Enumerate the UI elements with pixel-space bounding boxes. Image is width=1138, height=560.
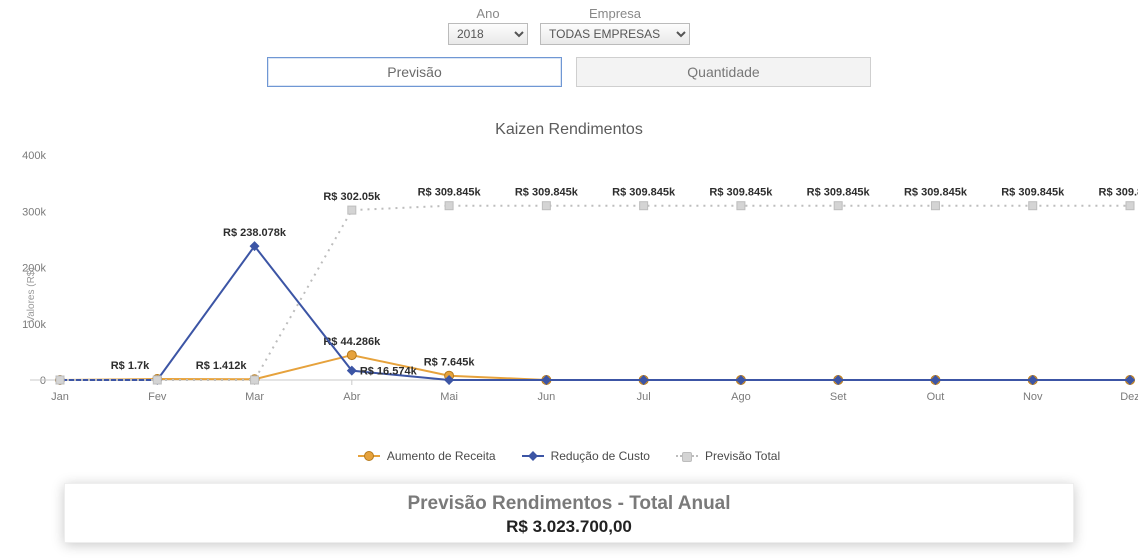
legend-item-reducao: Redução de Custo xyxy=(522,449,650,463)
tab-quantidade-label: Quantidade xyxy=(687,64,759,80)
svg-text:Nov: Nov xyxy=(1023,391,1043,403)
svg-text:Fev: Fev xyxy=(148,391,167,403)
svg-text:Jul: Jul xyxy=(637,391,651,403)
filter-year: Ano 2018 xyxy=(448,6,528,45)
summary-value: R$ 3.023.700,00 xyxy=(64,517,1074,537)
legend-swatch-grey xyxy=(676,455,698,457)
svg-text:R$ 309.845k: R$ 309.845k xyxy=(709,187,773,199)
svg-text:Ago: Ago xyxy=(731,391,751,403)
chart-container: Valores (R$) 0100k200k300k400kJanFevMarA… xyxy=(0,145,1138,445)
svg-text:R$ 309.845k: R$ 309.845k xyxy=(1001,187,1065,199)
legend-label-total: Previsão Total xyxy=(705,449,780,463)
legend-label-aumento: Aumento de Receita xyxy=(387,449,496,463)
svg-text:300k: 300k xyxy=(22,206,46,218)
svg-text:R$ 309.845k: R$ 309.845k xyxy=(1099,187,1138,199)
svg-text:Out: Out xyxy=(927,391,945,403)
legend-item-aumento: Aumento de Receita xyxy=(358,449,496,463)
svg-text:R$ 238.078k: R$ 238.078k xyxy=(223,227,287,239)
legend-swatch-blue xyxy=(522,455,544,457)
filter-year-label: Ano xyxy=(476,6,499,21)
svg-text:R$ 7.645k: R$ 7.645k xyxy=(424,357,476,369)
svg-text:R$ 1.412k: R$ 1.412k xyxy=(196,360,248,372)
chart-legend: Aumento de Receita Redução de Custo Prev… xyxy=(0,449,1138,463)
svg-text:R$ 309.845k: R$ 309.845k xyxy=(904,187,968,199)
svg-text:Abr: Abr xyxy=(343,391,360,403)
legend-swatch-orange xyxy=(358,455,380,457)
tab-quantidade[interactable]: Quantidade xyxy=(576,57,871,87)
y-axis-title: Valores (R$) xyxy=(26,267,37,322)
rendimentos-chart: 0100k200k300k400kJanFevMarAbrMaiJunJulAg… xyxy=(0,145,1138,445)
chart-title: Kaizen Rendimentos xyxy=(0,121,1138,139)
svg-text:R$ 309.845k: R$ 309.845k xyxy=(807,187,871,199)
filter-company: Empresa TODAS EMPRESAS xyxy=(540,6,690,45)
svg-text:Jan: Jan xyxy=(51,391,69,403)
svg-text:Dez: Dez xyxy=(1120,391,1138,403)
summary-card: Previsão Rendimentos - Total Anual R$ 3.… xyxy=(64,483,1074,543)
year-select[interactable]: 2018 xyxy=(448,23,528,45)
svg-text:R$ 16.574k: R$ 16.574k xyxy=(360,366,418,378)
legend-item-total: Previsão Total xyxy=(676,449,780,463)
summary-title: Previsão Rendimentos - Total Anual xyxy=(64,493,1074,515)
svg-text:400k: 400k xyxy=(22,150,46,162)
legend-label-reducao: Redução de Custo xyxy=(551,449,650,463)
svg-text:R$ 302.05k: R$ 302.05k xyxy=(323,191,381,203)
svg-text:R$ 309.845k: R$ 309.845k xyxy=(612,187,676,199)
svg-text:Mar: Mar xyxy=(245,391,264,403)
svg-text:R$ 1.7k: R$ 1.7k xyxy=(111,360,150,372)
svg-text:Mai: Mai xyxy=(440,391,458,403)
svg-text:Jun: Jun xyxy=(537,391,555,403)
svg-text:0: 0 xyxy=(40,375,46,387)
svg-text:R$ 309.845k: R$ 309.845k xyxy=(515,187,579,199)
svg-text:Set: Set xyxy=(830,391,847,403)
filter-bar: Ano 2018 Empresa TODAS EMPRESAS xyxy=(0,0,1138,45)
tab-previsao-label: Previsão xyxy=(387,64,441,80)
svg-text:R$ 309.845k: R$ 309.845k xyxy=(418,187,482,199)
filter-company-label: Empresa xyxy=(589,6,641,21)
company-select[interactable]: TODAS EMPRESAS xyxy=(540,23,690,45)
tab-bar: Previsão Quantidade xyxy=(0,57,1138,87)
tab-previsao[interactable]: Previsão xyxy=(267,57,562,87)
